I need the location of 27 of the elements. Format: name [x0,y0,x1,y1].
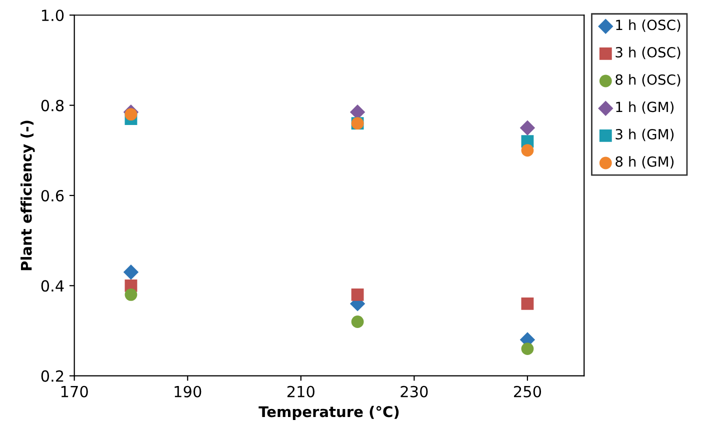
legend-label: 1 h (GM) [616,101,674,114]
point [521,342,534,355]
x-tick-label: 170 [61,386,88,398]
point [520,120,536,136]
point [123,264,139,280]
x-tick-label: 250 [514,386,542,398]
x-tick-label: 190 [174,386,202,398]
point [351,316,364,328]
x-tick-label: 210 [287,386,314,398]
y-tick-label: 1.0 [42,10,64,22]
y-tick-label: 0.2 [41,370,64,382]
point [521,144,534,157]
point [521,297,534,310]
point [124,108,138,121]
legend-label: 8 h (OSC) [616,74,680,86]
y-tick-label: 0.6 [41,190,64,202]
y-tick-label: 0.4 [41,280,64,292]
legend-label: 3 h (OSC) [616,46,680,60]
legend-label: 8 h (GM) [616,156,674,168]
x-axis-title: Temperature (°C) [258,406,399,420]
legend-label: 3 h (GM) [616,128,674,142]
y-axis-title: Plant efficiency (-) [20,120,35,270]
legend-label: 1 h (OSC) [616,19,680,32]
x-tick-label: 230 [400,386,428,398]
y-tick-label: 0.8 [41,100,64,112]
point [124,288,138,301]
point [351,288,364,301]
